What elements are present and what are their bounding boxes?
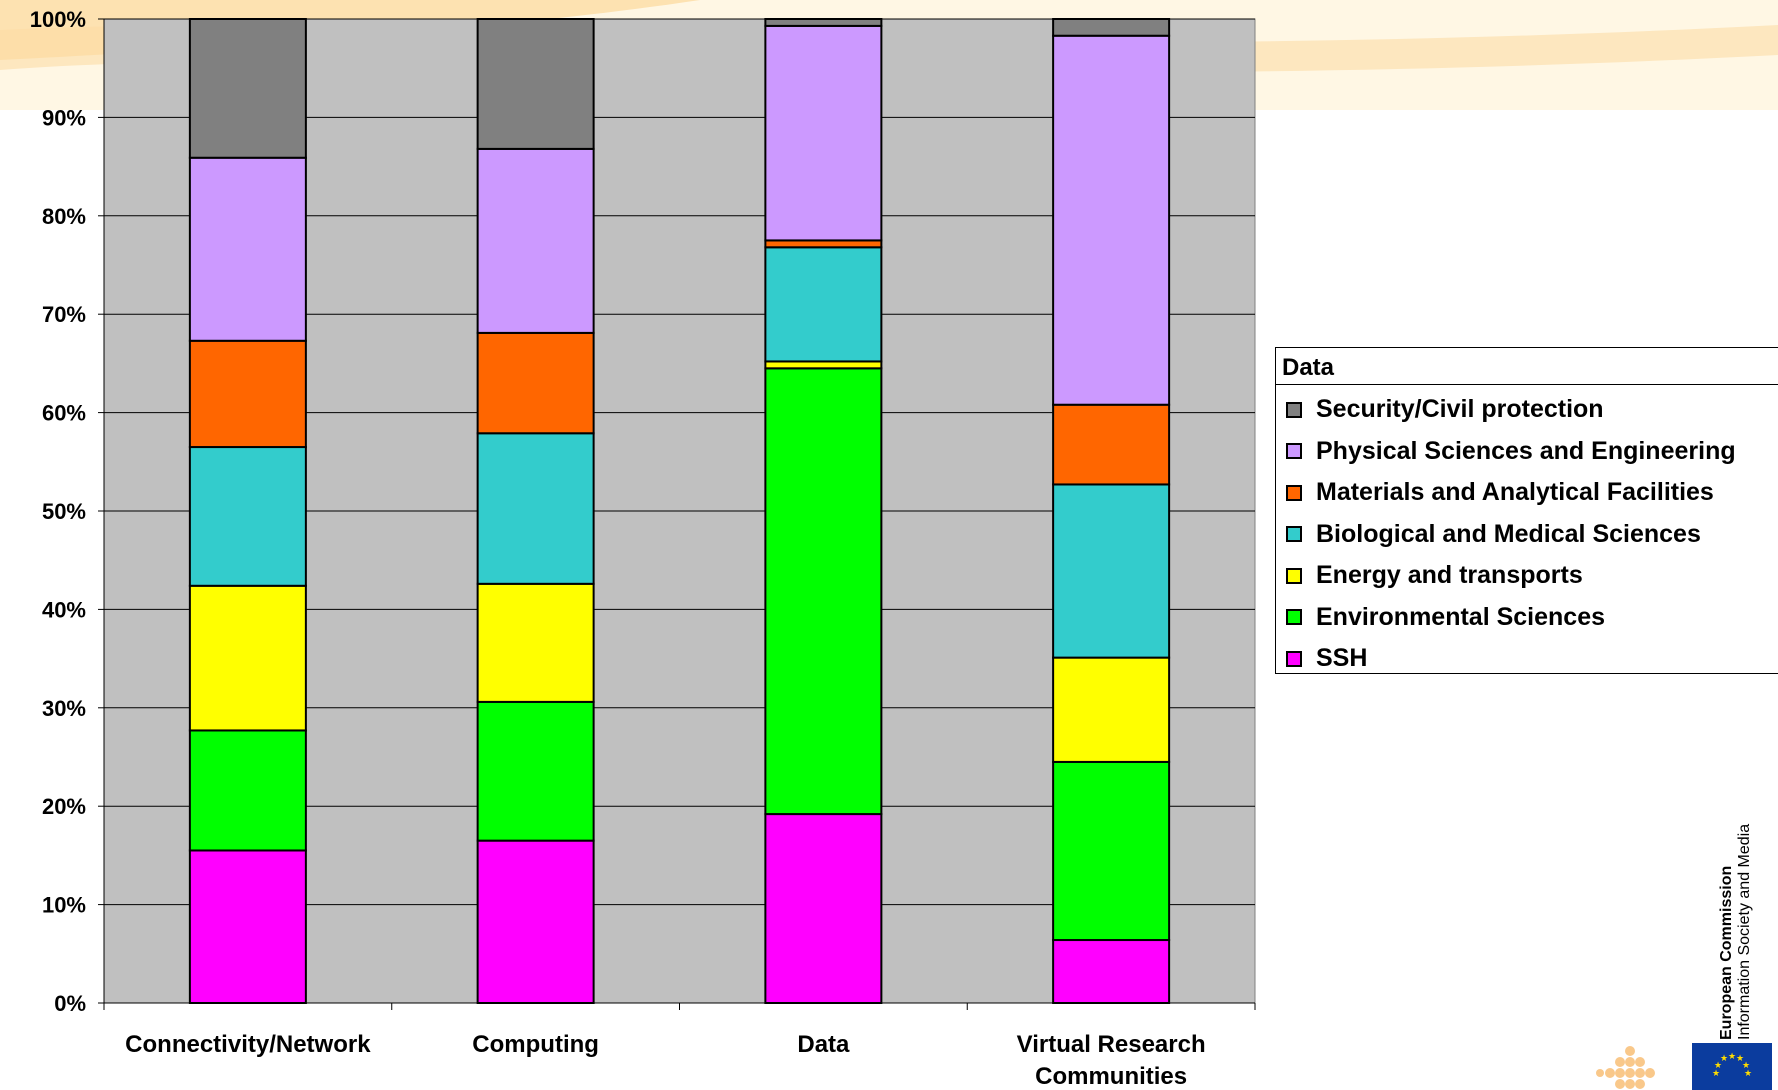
y-tick-label: 60% [42, 401, 86, 426]
bar-segment [188, 339, 307, 449]
legend-item: Energy and transports [1276, 555, 1778, 597]
bar-segment [476, 839, 595, 1005]
legend-label: Environmental Sciences [1316, 602, 1606, 631]
bar-segment [1052, 18, 1171, 37]
y-tick-label: 30% [42, 696, 86, 721]
bar-segment [476, 147, 595, 334]
bar-segment [188, 729, 307, 852]
bar-segment [764, 239, 883, 249]
legend-item: Physical Sciences and Engineering [1276, 431, 1778, 473]
legend-item: Environmental Sciences [1276, 597, 1778, 639]
bar-segment [476, 18, 595, 150]
legend-item: SSH [1276, 638, 1778, 680]
eu-flag-icon: ★ ★★ ★★ ★★ [1692, 1043, 1772, 1090]
bar-segment [764, 367, 883, 816]
bar-segment [476, 331, 595, 435]
brand-text: European Commission Information Society … [1718, 770, 1758, 1040]
y-tick-label: 0% [54, 991, 86, 1016]
legend-items: Security/Civil protection Physical Scienc… [1276, 385, 1778, 680]
bar-segment [1052, 939, 1171, 1004]
y-tick-label: 20% [42, 794, 86, 819]
bar-segment [764, 246, 883, 363]
bar-segment [188, 18, 307, 159]
bar-segment [476, 700, 595, 842]
information-society-logo-icon [1596, 1046, 1655, 1089]
bar-segment [764, 18, 883, 27]
bar-segment [188, 849, 307, 1004]
legend-swatch [1286, 401, 1302, 418]
bar-segment [1052, 34, 1171, 406]
bar-segment [476, 432, 595, 585]
svg-text:★: ★ [1736, 1054, 1744, 1064]
y-tick-label: 80% [42, 204, 86, 229]
bar-segment [188, 446, 307, 587]
legend-label: Security/Civil protection [1316, 395, 1604, 424]
european-commission-branding: European Commission Information Society … [1718, 770, 1758, 1040]
legend-label: Biological and Medical Sciences [1316, 519, 1701, 548]
legend-label: Materials and Analytical Facilities [1316, 478, 1714, 507]
bar-segment [476, 582, 595, 703]
bar-segment [1052, 403, 1171, 486]
svg-text:★: ★ [1728, 1052, 1736, 1062]
legend-label: Physical Sciences and Engineering [1316, 436, 1736, 465]
y-tick-label: 70% [42, 302, 86, 327]
x-category-label: Virtual Research Communities [1017, 1031, 1206, 1090]
y-tick-label: 10% [42, 893, 86, 918]
legend-swatch [1286, 484, 1302, 501]
bar-segment [764, 24, 883, 242]
brand-org-name: European Commission [1718, 865, 1735, 1040]
legend-swatch [1286, 526, 1302, 543]
bar-segment [188, 156, 307, 342]
bar-segment [764, 360, 883, 370]
legend-swatch [1286, 650, 1302, 667]
y-tick-label: 50% [42, 499, 86, 524]
x-category-label: Computing [472, 1031, 599, 1058]
bar-segment [1052, 656, 1171, 763]
y-tick-label: 100% [30, 7, 86, 32]
bar-segment [1052, 760, 1171, 942]
legend-item: Biological and Medical Sciences [1276, 514, 1778, 556]
bar-segment [188, 584, 307, 732]
legend-swatch [1286, 443, 1302, 460]
y-tick-label: 90% [42, 105, 86, 130]
bar-segment [764, 813, 883, 1005]
svg-text:★: ★ [1720, 1054, 1728, 1064]
legend-swatch [1286, 609, 1302, 626]
legend-label: Energy and transports [1316, 561, 1583, 590]
x-category-label: Data [797, 1031, 850, 1058]
x-category-label: Connectivity/Network [125, 1031, 371, 1058]
legend-swatch [1286, 567, 1302, 584]
svg-text:★: ★ [1712, 1069, 1720, 1079]
legend-label: SSH [1316, 644, 1368, 673]
legend-item: Security/Civil protection [1276, 389, 1778, 431]
legend-title: Data [1276, 348, 1778, 385]
legend-item: Materials and Analytical Facilities [1276, 472, 1778, 514]
svg-text:★: ★ [1742, 1061, 1750, 1071]
legend: Data Security/Civil protection Physical S… [1275, 347, 1778, 674]
svg-text:★: ★ [1714, 1061, 1722, 1071]
svg-text:★: ★ [1744, 1069, 1752, 1079]
brand-dept-name: Information Society and Media [1736, 823, 1753, 1040]
y-tick-label: 40% [42, 597, 86, 622]
bar-segment [1052, 483, 1171, 659]
plot-area: 0% 10% 20% 30% 40% 50% 60% 70% 80% 90% 100% Connect… [30, 7, 1256, 1090]
